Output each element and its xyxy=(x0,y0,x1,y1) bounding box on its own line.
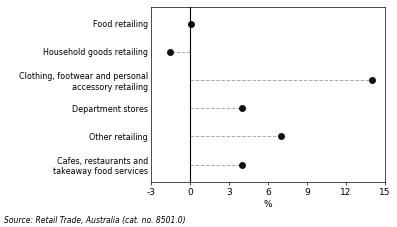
X-axis label: %: % xyxy=(264,200,272,209)
Text: Source: Retail Trade, Australia (cat. no. 8501.0): Source: Retail Trade, Australia (cat. no… xyxy=(4,216,185,225)
